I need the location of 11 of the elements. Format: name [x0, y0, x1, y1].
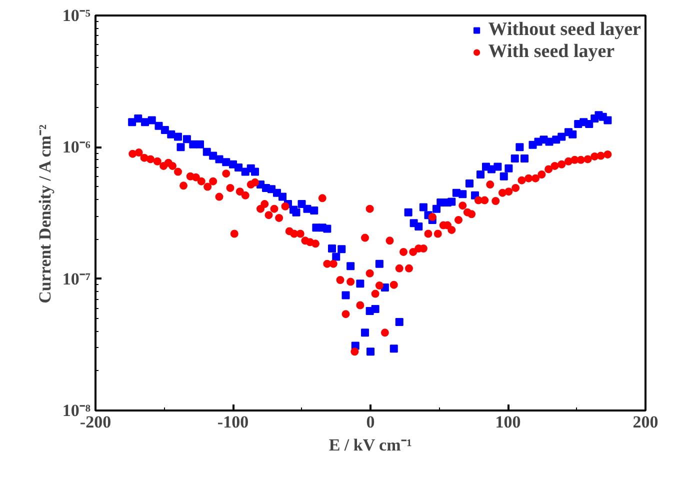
- x-tick-label: -100: [217, 412, 249, 432]
- legend-label: Without seed layer: [488, 19, 641, 41]
- x-tick-label: 0: [366, 412, 375, 432]
- x-tick-label: 200: [632, 412, 658, 432]
- legend-label: With seed layer: [488, 41, 615, 63]
- y-tick-label: 10⁻⁶: [62, 138, 91, 157]
- y-axis-title: Current Density / A cm⁻²: [35, 124, 54, 304]
- y-tick-label: 10⁻⁷: [62, 269, 91, 288]
- y-tick-label: 10⁻⁵: [62, 6, 91, 25]
- x-tick-label: 100: [495, 412, 521, 432]
- x-axis-title: E / kV cm⁻¹: [328, 436, 412, 454]
